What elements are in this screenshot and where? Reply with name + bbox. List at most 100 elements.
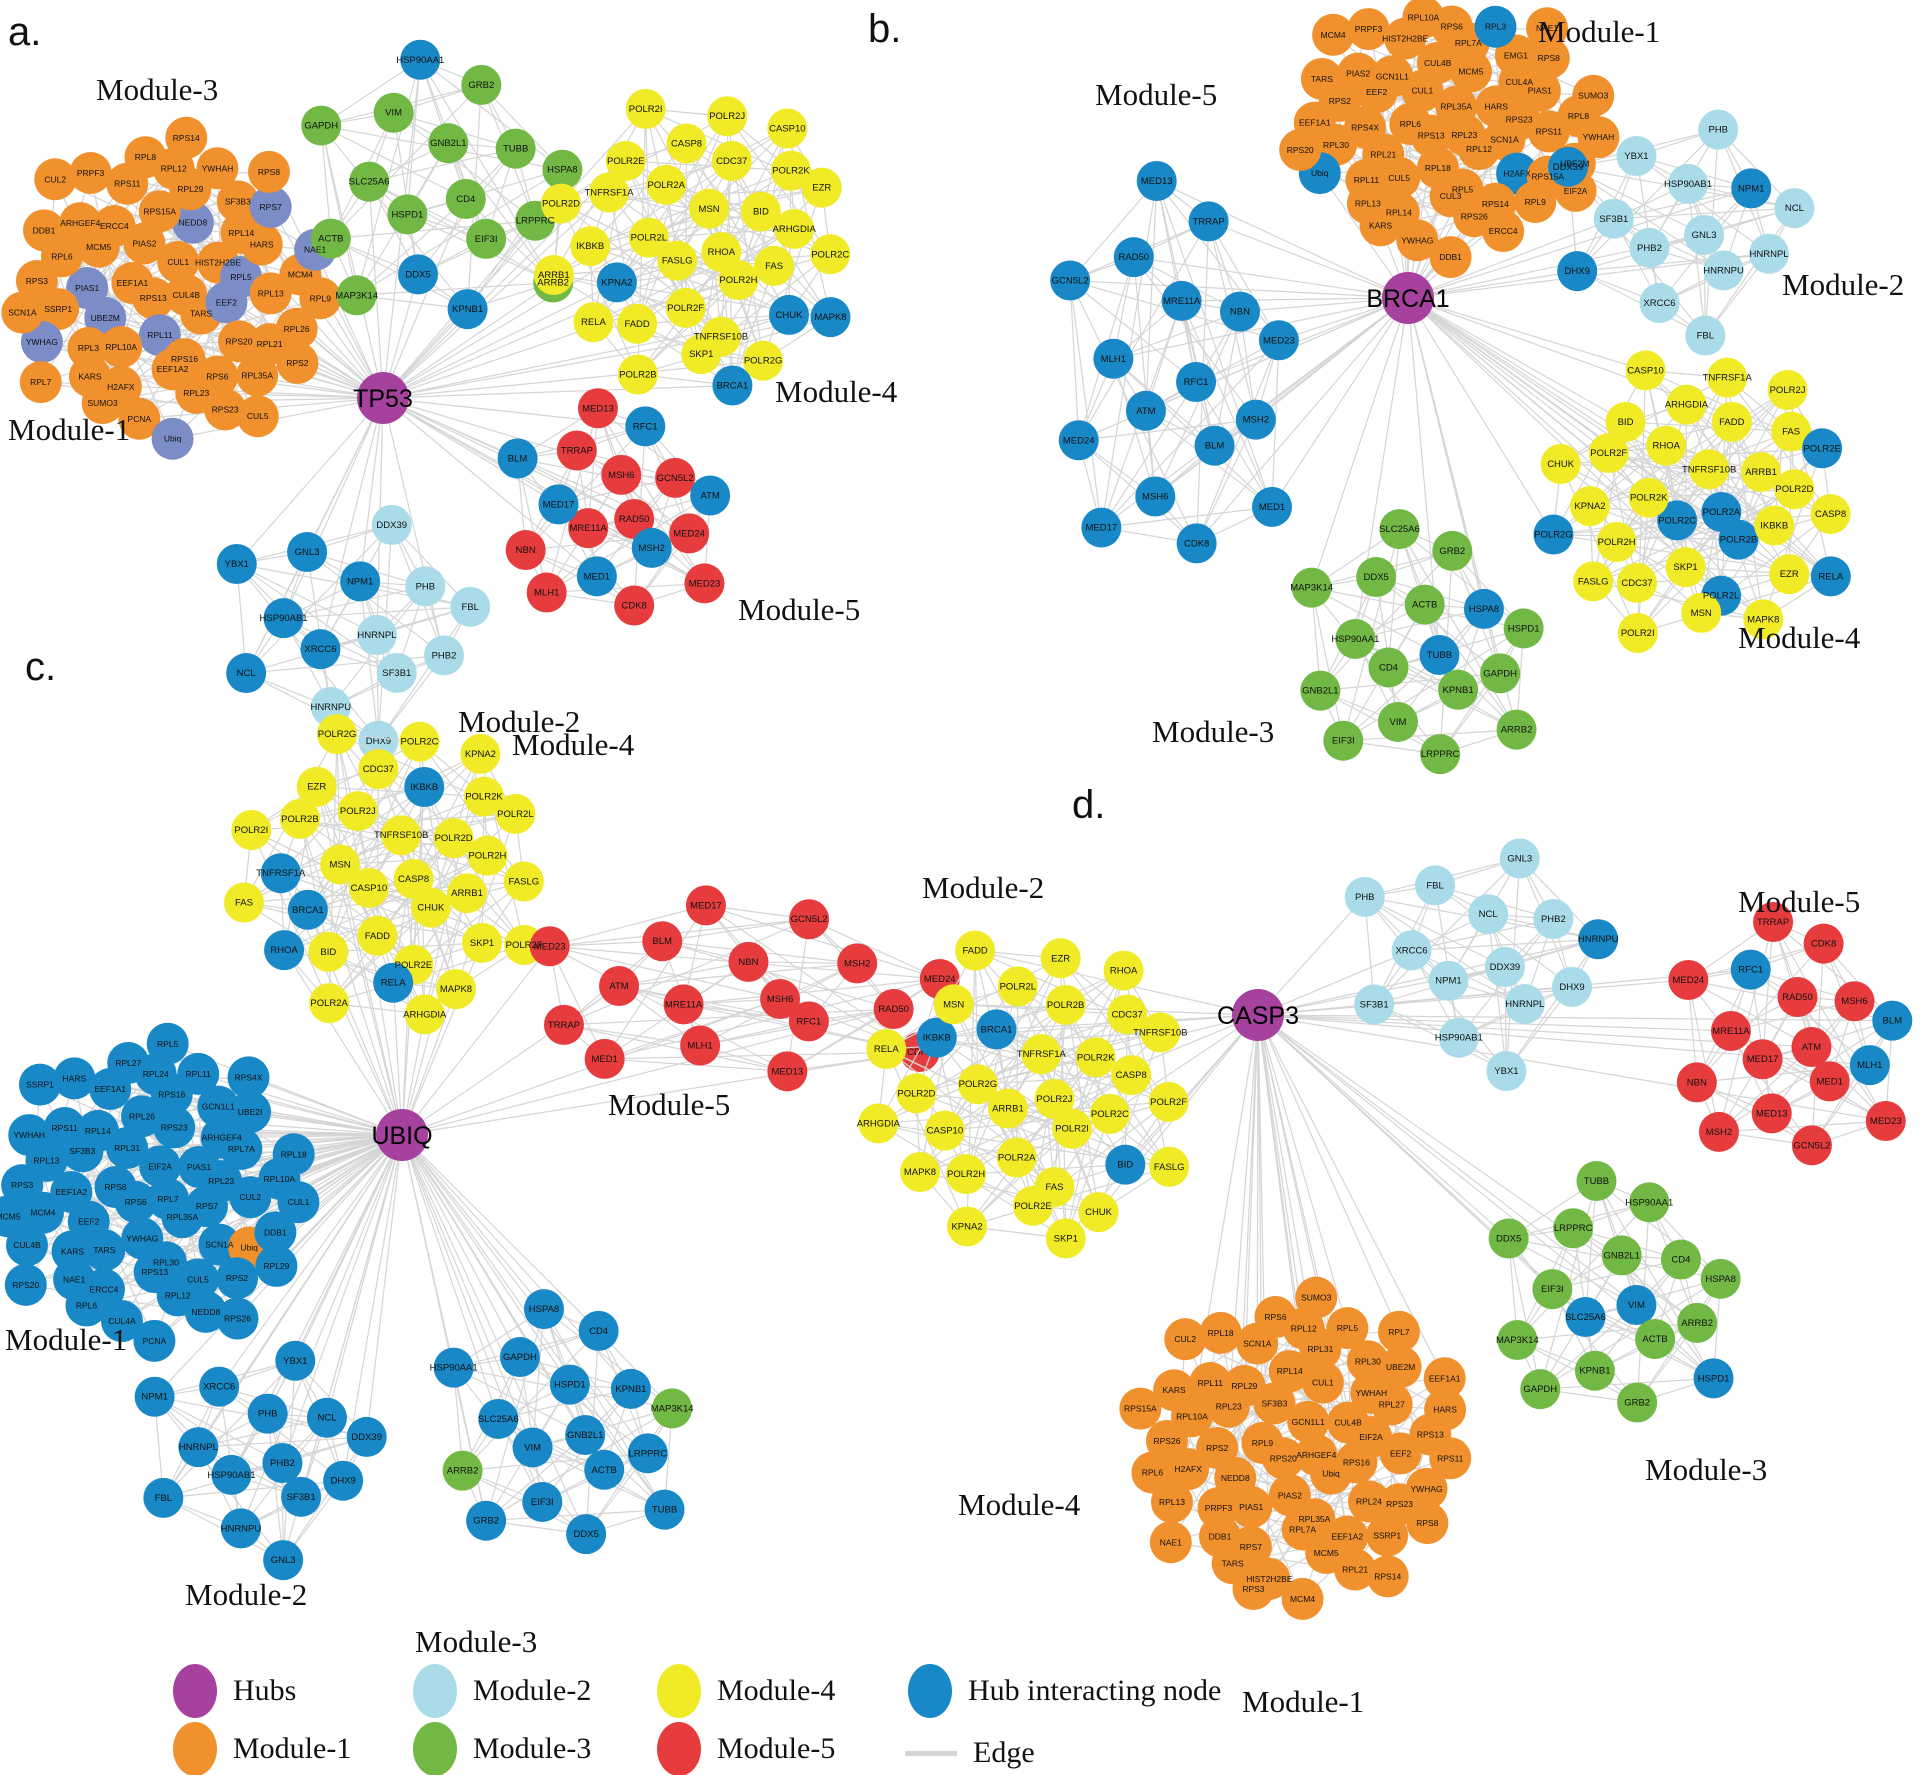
hub-edge bbox=[382, 397, 559, 505]
node-TNFRSF10B bbox=[1689, 449, 1730, 490]
node-MSH6 bbox=[760, 979, 801, 1019]
hub-edge bbox=[1257, 1014, 1698, 1324]
node-RPL6 bbox=[1131, 1451, 1174, 1494]
hub-edge bbox=[401, 1134, 499, 1420]
c-module-2-caption: Module-2 bbox=[185, 1577, 307, 1612]
node-XRCC6 bbox=[300, 629, 341, 670]
node-NCL bbox=[306, 1397, 347, 1438]
edge bbox=[328, 855, 488, 953]
hub-edge bbox=[320, 125, 384, 399]
node-GNL3 bbox=[287, 532, 328, 573]
edge bbox=[320, 125, 467, 200]
edge bbox=[1016, 986, 1019, 1158]
node-BRCA1 bbox=[712, 365, 753, 406]
node-CDC37 bbox=[358, 749, 399, 790]
hub-node-BRCA1 bbox=[1382, 272, 1434, 324]
hub-edge bbox=[401, 1134, 605, 1471]
node-RPS11 bbox=[1429, 1437, 1472, 1480]
panel-c: CASP8CASP10TNFRSF10BCHUKMSNPOLR2DFADDPOL… bbox=[0, 645, 960, 1659]
node-POLR2F bbox=[665, 287, 706, 328]
node-RPL9 bbox=[1514, 181, 1557, 224]
hub-edge bbox=[382, 397, 445, 656]
node-GNB2L1 bbox=[565, 1415, 606, 1455]
node-HARS bbox=[1424, 1388, 1467, 1431]
node-POLR2J bbox=[707, 96, 748, 137]
node-HSPD1 bbox=[387, 194, 428, 235]
hub-edge bbox=[1407, 270, 1578, 299]
node-RPL14 bbox=[76, 1109, 119, 1152]
node-CASP10 bbox=[1625, 350, 1666, 391]
panel-a: CUL4BRPS13CUL1TARSEEF1A1HIST2H2BERPL11PI… bbox=[1, 10, 898, 761]
d-module-2-caption: Module-2 bbox=[922, 870, 1044, 905]
node-HSPD1 bbox=[1503, 608, 1544, 649]
edge bbox=[662, 940, 894, 1010]
edge bbox=[368, 181, 487, 240]
node-POLR2B bbox=[1045, 984, 1086, 1025]
d-module-3-caption: Module-3 bbox=[1645, 1452, 1767, 1487]
node-POLR2E bbox=[605, 140, 646, 181]
node-ACTB bbox=[1404, 584, 1445, 625]
node-YWHAH bbox=[196, 147, 239, 190]
edge bbox=[236, 563, 378, 636]
node-KPNB1 bbox=[1574, 1350, 1615, 1391]
edge bbox=[1017, 986, 1126, 1165]
hub-edge bbox=[218, 1134, 403, 1387]
edge bbox=[356, 281, 554, 296]
node-PHB2 bbox=[424, 635, 465, 676]
node-ARRB1 bbox=[447, 873, 488, 914]
node-DDX5 bbox=[1356, 557, 1397, 598]
node-POLR2C bbox=[399, 721, 440, 762]
node-PIAS1 bbox=[1518, 69, 1561, 112]
node-SLC25A6 bbox=[478, 1398, 519, 1439]
node-KPNB1 bbox=[447, 289, 488, 330]
node-MSH2 bbox=[1235, 399, 1276, 440]
node-MED13 bbox=[577, 388, 618, 429]
node-FBL bbox=[1415, 865, 1456, 906]
edge bbox=[282, 1436, 368, 1561]
hub-edge bbox=[1407, 218, 1615, 299]
hub-edge bbox=[401, 945, 551, 1136]
node-EEF1A1 bbox=[1423, 1357, 1466, 1400]
edge bbox=[1112, 358, 1156, 497]
edge bbox=[1539, 1278, 1721, 1390]
hub-edge bbox=[1407, 297, 1554, 535]
node-HSP90AA1 bbox=[1335, 618, 1376, 659]
node-FAS bbox=[1771, 411, 1812, 452]
hub-edge bbox=[283, 949, 403, 1136]
node-BID bbox=[1105, 1144, 1146, 1185]
hub-edge bbox=[401, 1134, 545, 1310]
node-GCN5L2 bbox=[1050, 260, 1091, 301]
edge bbox=[1676, 389, 1789, 521]
node-POLR2H bbox=[946, 1154, 987, 1195]
node-MED1 bbox=[584, 1038, 625, 1079]
edge bbox=[618, 961, 749, 987]
node-MED17 bbox=[1081, 507, 1122, 548]
node-NPM1 bbox=[134, 1376, 175, 1417]
node-UBE2I bbox=[229, 1090, 272, 1133]
node-POLR2J bbox=[337, 791, 378, 832]
node-CUL5 bbox=[1378, 156, 1421, 199]
node-RPL26 bbox=[275, 307, 318, 350]
node-TNFRSF1A bbox=[260, 853, 301, 894]
node-MCM5 bbox=[0, 1195, 30, 1238]
node-FASLG bbox=[1573, 561, 1614, 602]
node-KPNA2 bbox=[596, 262, 637, 303]
hub-edge bbox=[382, 384, 733, 399]
b-module-3-caption: Module-3 bbox=[1152, 714, 1274, 749]
edge bbox=[916, 1092, 1126, 1166]
node-CUL4B bbox=[1416, 41, 1459, 84]
node-RPS2 bbox=[276, 341, 319, 384]
node-NCL bbox=[1774, 188, 1815, 229]
b-module-1-caption: Module-1 bbox=[1538, 14, 1660, 49]
node-YWHAG bbox=[1405, 1467, 1448, 1510]
panel-a-nodes bbox=[1, 39, 851, 761]
node-BID bbox=[1605, 401, 1646, 442]
d-module-4-caption: Module-4 bbox=[958, 1487, 1081, 1522]
a-module-5-caption: Module-5 bbox=[738, 592, 860, 627]
edge bbox=[608, 192, 638, 324]
edge bbox=[267, 1413, 284, 1561]
hub-edge bbox=[382, 160, 627, 399]
hub-node-UBIQ bbox=[376, 1109, 428, 1161]
node-RPL10A bbox=[100, 326, 143, 369]
edge bbox=[1112, 358, 1273, 508]
